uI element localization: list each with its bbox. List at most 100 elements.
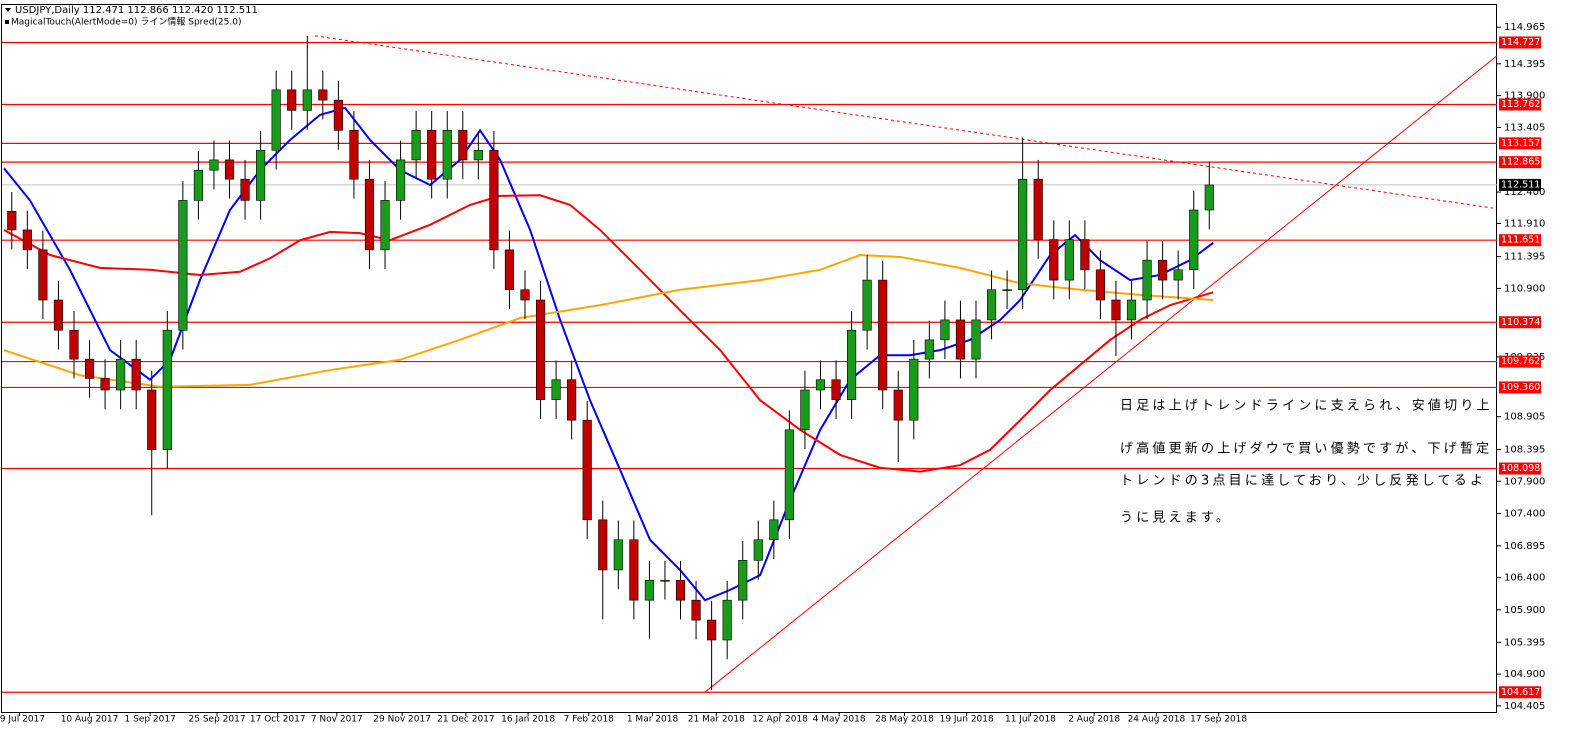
level-tag xyxy=(1499,137,1541,150)
candle-body xyxy=(364,178,375,251)
candle-body xyxy=(940,319,950,341)
candle-body xyxy=(893,389,903,421)
level-tag xyxy=(1499,156,1541,169)
candle-body xyxy=(971,319,981,360)
x-tick-label: 29 Nov 2017 xyxy=(373,715,431,725)
candle-body xyxy=(1126,299,1137,321)
candle-body xyxy=(1189,209,1199,271)
menu-icon xyxy=(5,8,11,12)
candle-body xyxy=(582,419,592,521)
candle-body xyxy=(489,149,499,251)
indicator-icon xyxy=(5,20,9,24)
candle-body xyxy=(551,379,561,400)
x-tick-label: 1 Sep 2017 xyxy=(125,715,176,725)
candle-body xyxy=(504,249,515,291)
level-label: 104.617 xyxy=(1501,687,1540,698)
candle-body xyxy=(1064,239,1074,281)
candle-body xyxy=(318,89,328,101)
candle-body xyxy=(955,319,966,360)
level-tag xyxy=(1499,462,1541,475)
y-tick-label: 110.900 xyxy=(1504,283,1545,294)
x-tick-label: 1 Mar 2018 xyxy=(627,715,679,725)
candle-body xyxy=(396,159,406,201)
candle-body xyxy=(131,358,141,391)
moving-average xyxy=(3,106,1214,602)
candle-body xyxy=(349,130,359,180)
trendline xyxy=(704,55,1498,693)
candle-body xyxy=(116,358,126,391)
candle-body xyxy=(815,379,826,391)
candle-body xyxy=(333,99,343,131)
level-label: 111.651 xyxy=(1501,235,1540,246)
candle-body xyxy=(178,200,188,331)
candle-body xyxy=(1095,269,1105,301)
candle-body xyxy=(675,579,686,601)
level-tag xyxy=(1499,234,1541,247)
last-price-tag xyxy=(1499,178,1541,191)
candle-body xyxy=(691,599,701,621)
y-tick-label: 107.900 xyxy=(1504,476,1545,487)
x-tick-label: 11 Jul 2018 xyxy=(1005,715,1056,725)
x-tick-label: 17 Sep 2018 xyxy=(1190,715,1247,725)
level-label: 110.374 xyxy=(1501,317,1540,328)
x-tick-label: 12 Apr 2018 xyxy=(752,715,808,725)
level-tag xyxy=(1499,316,1541,329)
y-tick-label: 111.910 xyxy=(1504,219,1545,230)
candle-body xyxy=(520,289,530,301)
x-tick-label: 10 Aug 2017 xyxy=(61,715,119,725)
candle-body xyxy=(831,379,841,400)
y-tick-label: 114.965 xyxy=(1504,22,1545,33)
x-tick-label: 16 Jan 2018 xyxy=(501,715,555,725)
candle-body xyxy=(598,519,608,571)
candle-body xyxy=(302,89,312,111)
candle-body xyxy=(209,159,219,171)
candle-body xyxy=(458,130,468,161)
x-tick-label: 17 Oct 2017 xyxy=(250,715,306,725)
x-tick-label: 7 Feb 2018 xyxy=(564,715,615,725)
candle-body xyxy=(567,379,577,421)
level-tag xyxy=(1499,355,1541,368)
candle-body xyxy=(147,389,157,451)
candle-body xyxy=(411,130,421,161)
candle-body xyxy=(800,389,810,431)
candle-body xyxy=(271,89,281,151)
y-tick-label: 111.395 xyxy=(1504,252,1545,263)
candle-body xyxy=(535,299,546,400)
x-tick-label: 25 Sep 2017 xyxy=(189,715,246,725)
candle-body xyxy=(1204,184,1214,211)
level-label: 109.762 xyxy=(1501,356,1540,367)
y-tick-label: 106.895 xyxy=(1504,541,1545,552)
candle-body xyxy=(287,89,297,111)
level-label: 114.727 xyxy=(1501,37,1540,48)
trendline xyxy=(314,35,1494,209)
candle-body xyxy=(84,358,95,379)
annotation-line: げ高値更新の上げダウで買い優勢ですが、下げ暫定 xyxy=(1120,441,1492,457)
x-tick-label: 21 Dec 2017 xyxy=(437,715,495,725)
candle-body xyxy=(1111,299,1121,321)
candle-body xyxy=(1173,269,1183,281)
y-tick-label: 105.395 xyxy=(1504,637,1545,648)
candle-body xyxy=(769,519,779,541)
candle-body xyxy=(629,539,639,601)
candle-body xyxy=(240,178,250,201)
y-tick-label: 113.405 xyxy=(1504,122,1545,133)
candle-body xyxy=(38,249,48,301)
candle-body xyxy=(660,579,670,582)
candle-body xyxy=(862,279,872,331)
y-tick-label: 108.395 xyxy=(1504,444,1545,455)
y-tick-label: 113.900 xyxy=(1504,91,1545,102)
candle-body xyxy=(1142,259,1152,301)
x-tick-label: 4 May 2018 xyxy=(813,715,866,725)
moving-average xyxy=(3,194,1214,473)
candle-body xyxy=(224,159,235,180)
level-label: 113.157 xyxy=(1501,138,1540,149)
candle-body xyxy=(878,279,888,391)
candle-body xyxy=(753,539,763,561)
candle-body xyxy=(847,329,857,400)
chart-title: USDJPY,Daily 112.471 112.866 112.420 112… xyxy=(15,5,258,16)
x-tick-label: 21 Mar 2018 xyxy=(688,715,745,725)
candle-body xyxy=(162,329,172,451)
candle-body xyxy=(909,358,919,421)
